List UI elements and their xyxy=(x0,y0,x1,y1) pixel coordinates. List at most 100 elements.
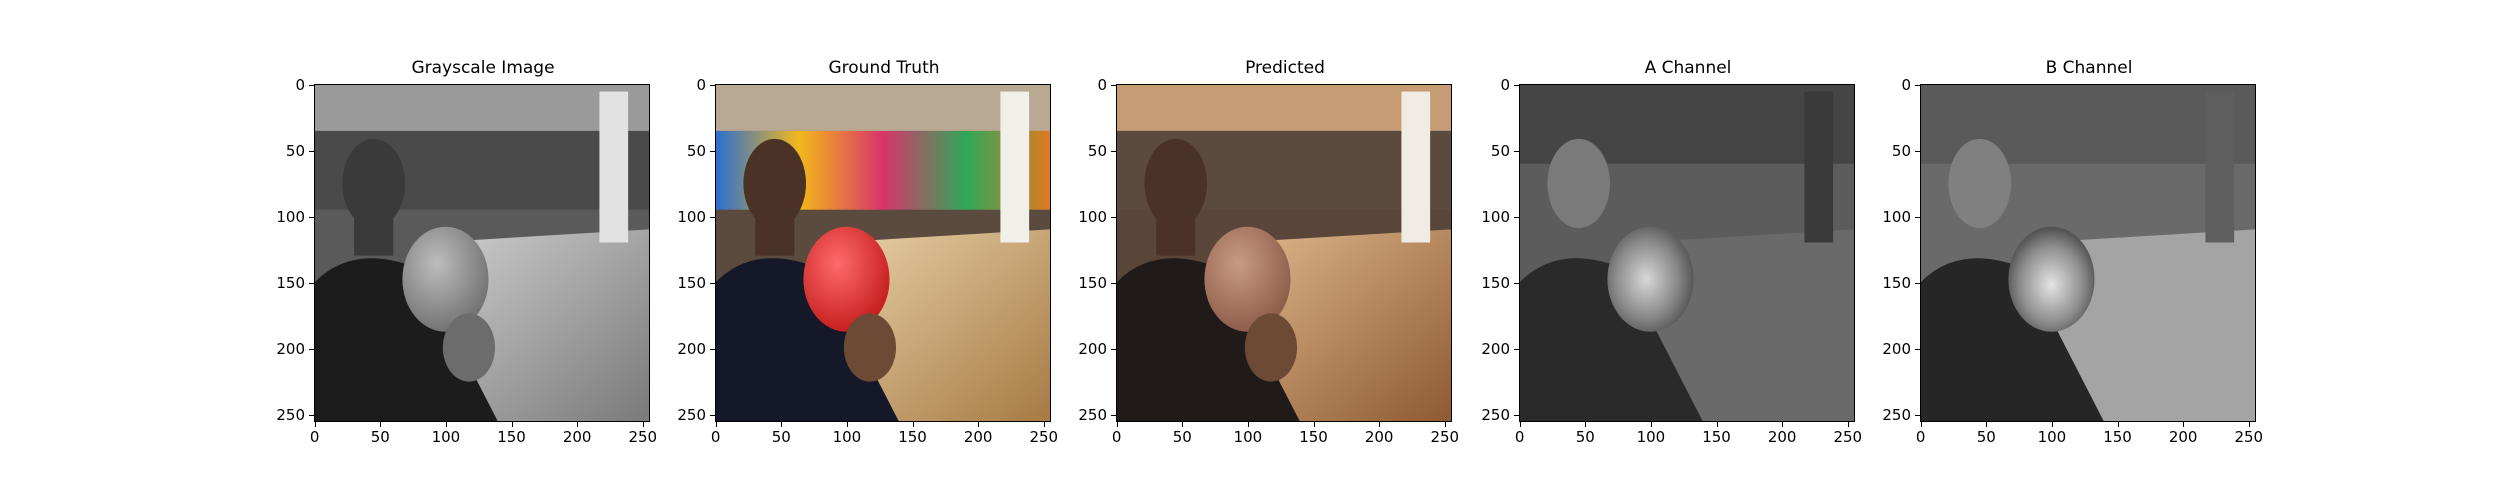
y-tick-label: 50 xyxy=(686,141,706,160)
y-tick xyxy=(1514,414,1519,416)
y-tick-label: 200 xyxy=(677,339,706,358)
x-tick-label: 250 xyxy=(1833,428,1863,446)
x-tick xyxy=(380,422,382,427)
image-axes xyxy=(1116,84,1452,422)
y-tick-label: 50 xyxy=(285,141,305,160)
panel-title: Ground Truth xyxy=(828,58,940,78)
panel-b-channel: B Channel 0 50 100 150 200 250 0 50 100 150 200 250 xyxy=(1856,0,2263,500)
y-tick-label: 0 xyxy=(1097,75,1107,94)
panel-title: Predicted xyxy=(1245,58,1325,78)
y-tick xyxy=(1915,216,1920,218)
x-tick xyxy=(846,422,848,427)
y-tick-label: 0 xyxy=(696,75,706,94)
x-tick-label: 100 xyxy=(1233,428,1263,446)
y-tick xyxy=(1915,348,1920,350)
y-tick xyxy=(1514,216,1519,218)
x-tick-label: 250 xyxy=(2234,428,2264,446)
y-tick xyxy=(1111,348,1116,350)
y-tick-label: 250 xyxy=(1078,405,1107,424)
y-tick xyxy=(309,414,314,416)
y-tick-label: 50 xyxy=(1891,141,1911,160)
x-tick-label: 150 xyxy=(497,428,526,446)
y-tick-label: 100 xyxy=(276,207,305,226)
y-tick-label: 200 xyxy=(1882,339,1911,358)
x-tick-label: 100 xyxy=(832,428,862,446)
x-tick xyxy=(912,422,914,427)
x-tick-label: 50 xyxy=(1172,428,1192,446)
x-tick xyxy=(1043,422,1045,427)
y-tick-label: 100 xyxy=(1481,207,1510,226)
x-tick-label: 0 xyxy=(1915,428,1926,446)
y-tick xyxy=(1514,150,1519,152)
x-tick-label: 50 xyxy=(370,428,390,446)
x-tick xyxy=(1847,422,1849,427)
y-tick xyxy=(1111,150,1116,152)
x-tick-label: 50 xyxy=(1575,428,1595,446)
x-tick xyxy=(1313,422,1315,427)
x-tick xyxy=(2248,422,2250,427)
x-tick xyxy=(642,422,644,427)
x-tick-label: 0 xyxy=(1514,428,1525,446)
x-tick-label: 0 xyxy=(1111,428,1122,446)
x-tick-label: 250 xyxy=(1029,428,1059,446)
y-tick-label: 0 xyxy=(295,75,305,94)
y-tick xyxy=(1915,414,1920,416)
x-tick-label: 150 xyxy=(2103,428,2132,446)
a-channel-image xyxy=(1520,85,1854,421)
y-tick xyxy=(1915,150,1920,152)
y-tick-label: 50 xyxy=(1490,141,1510,160)
x-tick xyxy=(1716,422,1718,427)
y-tick-label: 0 xyxy=(1500,75,1510,94)
panel-title: A Channel xyxy=(1644,58,1732,78)
x-tick xyxy=(445,422,447,427)
x-tick xyxy=(2117,422,2119,427)
x-tick-label: 200 xyxy=(963,428,993,446)
x-tick xyxy=(1782,422,1784,427)
x-tick-label: 50 xyxy=(771,428,791,446)
y-tick xyxy=(1915,84,1920,86)
y-tick xyxy=(309,150,314,152)
panel-predicted: Predicted xyxy=(1052,0,1459,500)
x-tick-label: 0 xyxy=(309,428,320,446)
ground-truth-image xyxy=(716,85,1050,421)
x-tick-label: 150 xyxy=(898,428,927,446)
x-tick-label: 100 xyxy=(2037,428,2067,446)
x-tick xyxy=(577,422,579,427)
y-tick xyxy=(309,348,314,350)
x-tick xyxy=(2183,422,2185,427)
x-tick-label: 150 xyxy=(1702,428,1731,446)
image-axes xyxy=(314,84,650,422)
x-tick-label: 100 xyxy=(431,428,461,446)
y-tick xyxy=(710,282,715,284)
panel-title: Grayscale Image xyxy=(411,58,555,78)
y-tick-label: 200 xyxy=(1481,339,1510,358)
x-tick xyxy=(1379,422,1381,427)
x-tick xyxy=(1247,422,1249,427)
y-tick xyxy=(710,150,715,152)
y-tick-label: 100 xyxy=(1882,207,1911,226)
x-tick xyxy=(511,422,513,427)
predicted-image xyxy=(1117,85,1451,421)
y-tick xyxy=(309,84,314,86)
y-tick-label: 100 xyxy=(1078,207,1107,226)
panel-grayscale: Grayscale Image xyxy=(250,0,657,500)
y-tick-label: 250 xyxy=(1481,405,1510,424)
x-tick xyxy=(2051,422,2053,427)
y-tick xyxy=(309,216,314,218)
y-tick xyxy=(710,414,715,416)
x-tick xyxy=(1585,422,1587,427)
x-tick-label: 50 xyxy=(1976,428,1996,446)
image-axes xyxy=(1920,84,2256,422)
y-tick-label: 100 xyxy=(677,207,706,226)
x-tick xyxy=(781,422,783,427)
x-tick-label: 150 xyxy=(1299,428,1328,446)
y-tick-label: 150 xyxy=(1882,273,1911,292)
y-tick xyxy=(710,348,715,350)
y-tick-label: 150 xyxy=(276,273,305,292)
panel-a-channel: A Channel 0 50 100 150 200 250 0 50 100 150 200 250 xyxy=(1455,0,1862,500)
x-tick-label: 200 xyxy=(562,428,592,446)
y-tick-label: 200 xyxy=(1078,339,1107,358)
y-tick-label: 150 xyxy=(1078,273,1107,292)
x-tick xyxy=(1444,422,1446,427)
